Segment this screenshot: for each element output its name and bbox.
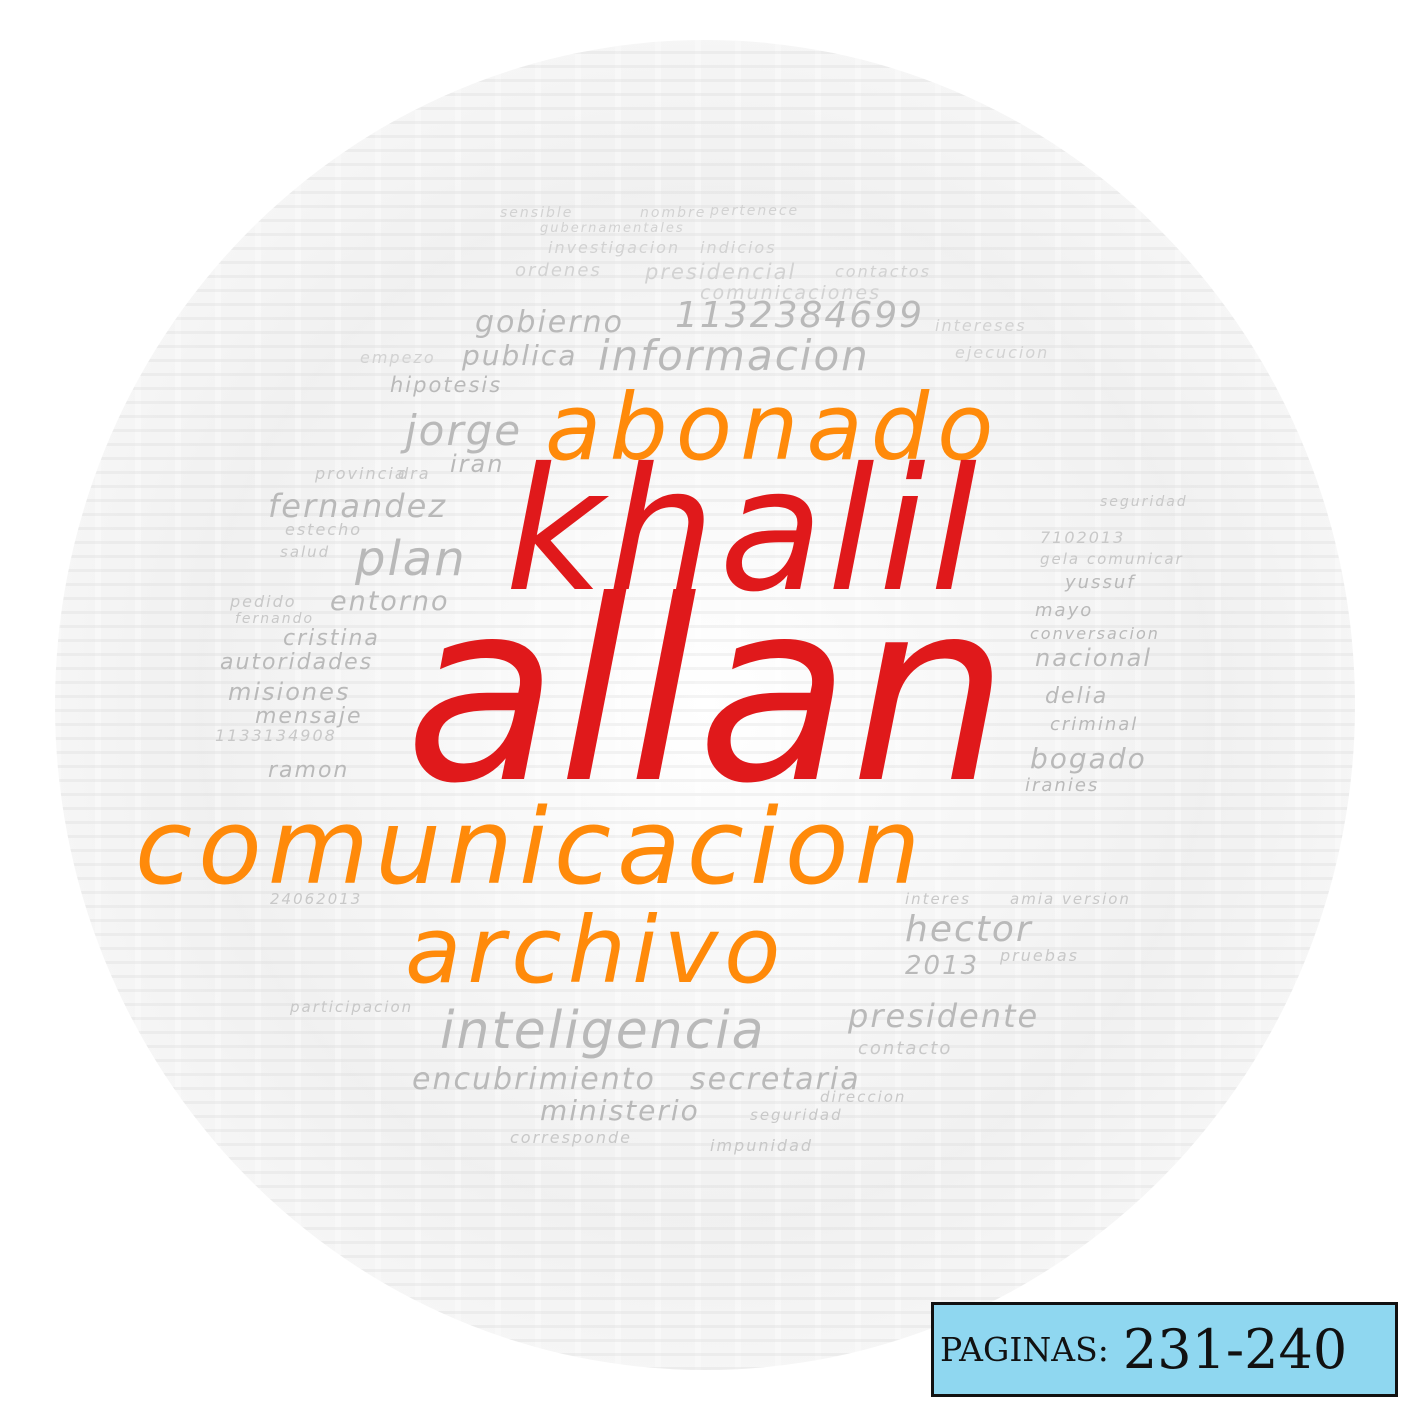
word-archivo: archivo [405,897,787,1004]
word-corresponde: corresponde [510,1128,633,1147]
word-intereses: gubernamentales [540,221,685,236]
word-jorge: jorge [405,406,523,455]
pages-badge: PAGINAS: 231-240 [931,1302,1398,1397]
word-mayo: mayo [1035,600,1094,621]
word-contactos: direccion [820,1088,907,1106]
word-ejecucion: ejecucion [955,343,1050,362]
word-estecho: estecho [285,520,363,539]
word-cristina: cristina [283,626,380,651]
word-phone: 1132384699 [675,295,925,336]
word-direccion: seguridad [750,1106,843,1124]
word-year: 2013 [905,951,980,981]
word-entorno: entorno [330,586,450,617]
word-date2: 24062013 [270,890,363,908]
word-fernandez: fernandez [268,487,448,525]
word-ramon: ramon [268,758,350,783]
word-presidente: presidente [848,997,1040,1035]
word-ministerio: ministerio [540,1094,700,1127]
word-seguridad: seguridad [1100,494,1188,510]
cloud-texture [55,40,1355,1370]
word-gela: gela comunicar [1040,550,1184,568]
word-informacion: informacion [598,331,870,380]
word-gobierno: gobierno [475,305,624,340]
word-nombre: contactos [835,262,931,281]
word-pedido: pedido [230,592,297,611]
word-allan: allan [405,547,1009,838]
word-empezo: empezo [360,348,436,367]
word-contacto: contacto [858,1038,953,1059]
word-criminal: criminal [1050,714,1139,735]
pages-range: 231-240 [1122,1318,1348,1381]
word-conversacion: conversacion [1030,624,1160,643]
word-impunidad: impunidad [710,1136,814,1155]
word-comunicaciones: comunicaciones [700,282,882,304]
word-amia: amia [1010,890,1056,908]
word-investigacion: investigacion [548,238,681,257]
word-bogado: bogado [1030,742,1147,775]
word-nacional: nacional [1035,644,1153,672]
word-iranies: iranies [1025,775,1100,796]
word-encubrimiento: encubrimiento [412,1062,656,1097]
word-inteligencia: inteligencia [440,1001,766,1061]
word-phone2: 1133134908 [215,726,337,745]
word-ordenes: ordenes [515,260,602,281]
word-mensaje: mensaje [255,704,363,729]
word-indicios: indicios [700,238,777,257]
word-misiones: misiones [228,678,351,706]
word-date1: 7102013 [1040,528,1126,547]
word-interes: interes [905,890,971,908]
word-iran: iran [450,450,505,478]
word-salud: salud [280,543,331,561]
word-khalil: khalil [505,432,982,630]
word-plan: plan [355,531,467,587]
word-fernando: fernando [235,611,315,627]
word-secretaria: secretaria [690,1062,861,1097]
word-dra: dra [398,464,431,483]
word-autoridades: autoridades [220,650,374,675]
word-version: version [1062,890,1131,908]
word-hipotesis: hipotesis [390,373,503,397]
word-comunicacion: comunicacion [135,786,927,908]
word-hector: hector [905,909,1033,950]
word-presidencial: presidencial [645,260,797,284]
word-abonado: abonado [545,374,1002,481]
pages-label: PAGINAS: [940,1330,1109,1369]
word-delia: delia [1045,684,1109,709]
word-participacion: participacion [290,998,414,1016]
word-publica: publica [462,339,578,372]
word-gubernamentales: pertenece [710,203,800,219]
word-yussuf: yussuf [1065,572,1136,593]
word-sensible: nombre [640,205,707,221]
word-pertenece: sensible [500,205,574,221]
cloud-background [55,40,1355,1370]
word-suerigas: intereses [935,316,1027,335]
word-pruebas: pruebas [1000,946,1080,965]
word-provincia: provincia [315,464,407,483]
